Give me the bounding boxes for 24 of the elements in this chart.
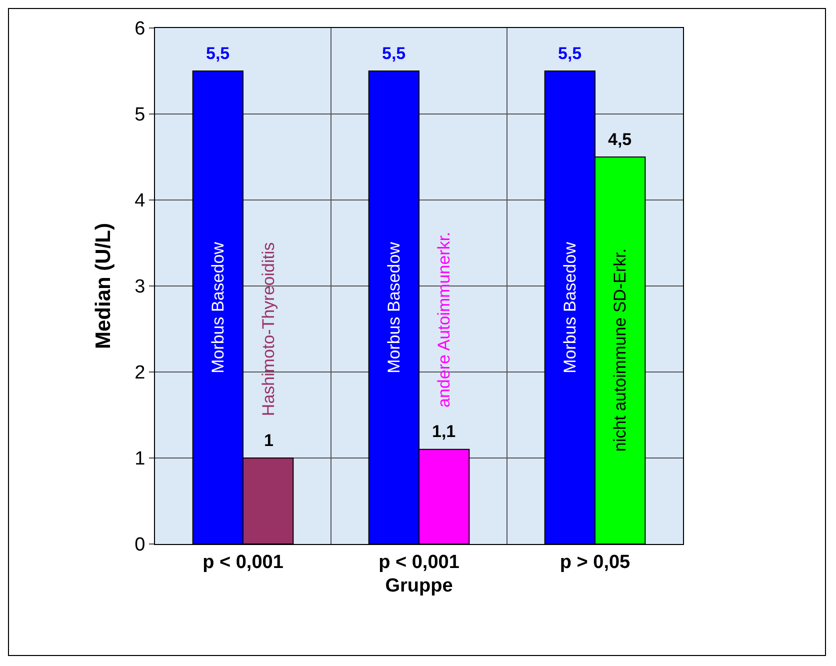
data-label: 5,5 xyxy=(558,44,582,63)
data-label: 5,5 xyxy=(206,44,230,63)
y-tick-label: 6 xyxy=(134,18,146,40)
x-tick-label: p < 0,001 xyxy=(202,552,284,573)
x-tick-label: p > 0,05 xyxy=(560,552,631,573)
data-label: 5,5 xyxy=(382,44,406,63)
text: Morbus Basedow xyxy=(208,242,228,374)
x-axis-title: Gruppe xyxy=(385,576,453,597)
y-axis-title: Median (U/L) xyxy=(92,223,115,349)
y-tick-label: 3 xyxy=(134,276,146,298)
text: Morbus Basedow xyxy=(384,242,404,374)
text: andere Autoimmunerkr. xyxy=(434,232,454,408)
y-tick-label: 5 xyxy=(134,104,146,126)
y-tick-label: 1 xyxy=(134,448,146,470)
data-label: 4,5 xyxy=(608,130,632,149)
y-tick-label: 4 xyxy=(134,190,146,212)
y-tick-label: 2 xyxy=(134,362,146,384)
text: Hashimoto-Thyreoiditis xyxy=(259,242,278,416)
x-tick-label: p < 0,001 xyxy=(378,552,460,573)
series-label: nicht autoimmune SD-Erkr. xyxy=(610,248,630,452)
data-label: 1 xyxy=(264,431,274,450)
y-tick-label: 0 xyxy=(134,534,146,556)
data-label: 1,1 xyxy=(432,422,456,441)
series-label: Morbus Basedow xyxy=(560,241,580,374)
